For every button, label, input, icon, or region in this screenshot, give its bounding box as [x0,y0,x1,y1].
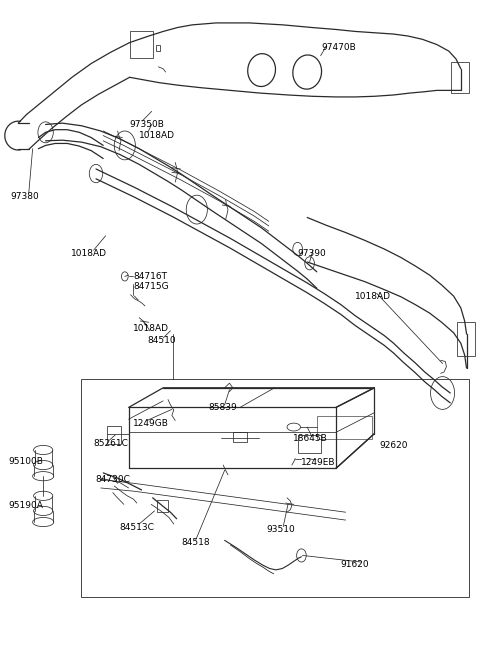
Text: 93510: 93510 [266,525,295,534]
Bar [157,500,168,512]
Bar [130,31,153,58]
Text: 85261C: 85261C [94,439,129,448]
Text: 1249GB: 1249GB [133,419,169,428]
Text: 92620: 92620 [379,441,408,450]
Text: 84715G: 84715G [133,282,169,291]
Text: 1018AD: 1018AD [355,291,391,301]
Text: 84513C: 84513C [119,523,154,532]
Text: 85839: 85839 [209,403,238,412]
Text: 95100B: 95100B [9,457,44,466]
Text: 97350B: 97350B [130,120,165,129]
Bar [107,426,121,444]
Bar [298,435,321,453]
Text: 97390: 97390 [298,249,326,258]
Text: 1018AD: 1018AD [133,324,169,333]
Text: 1249EB: 1249EB [301,458,336,467]
Bar [457,322,475,356]
Bar [451,62,469,93]
Bar [81,379,469,597]
Text: 84510: 84510 [148,336,177,345]
Text: 91620: 91620 [341,560,370,569]
Text: 97470B: 97470B [322,43,356,52]
Text: 1018AD: 1018AD [71,249,107,258]
Bar [317,416,372,439]
Text: 84730C: 84730C [95,475,130,484]
Text: 1018AD: 1018AD [139,131,175,140]
Text: 84716T: 84716T [133,272,168,281]
Bar [156,45,160,51]
Text: 95190A: 95190A [9,501,44,510]
Text: 97380: 97380 [11,192,39,201]
Bar [233,432,247,442]
Text: 84518: 84518 [181,538,210,547]
Text: 18645B: 18645B [293,434,327,443]
